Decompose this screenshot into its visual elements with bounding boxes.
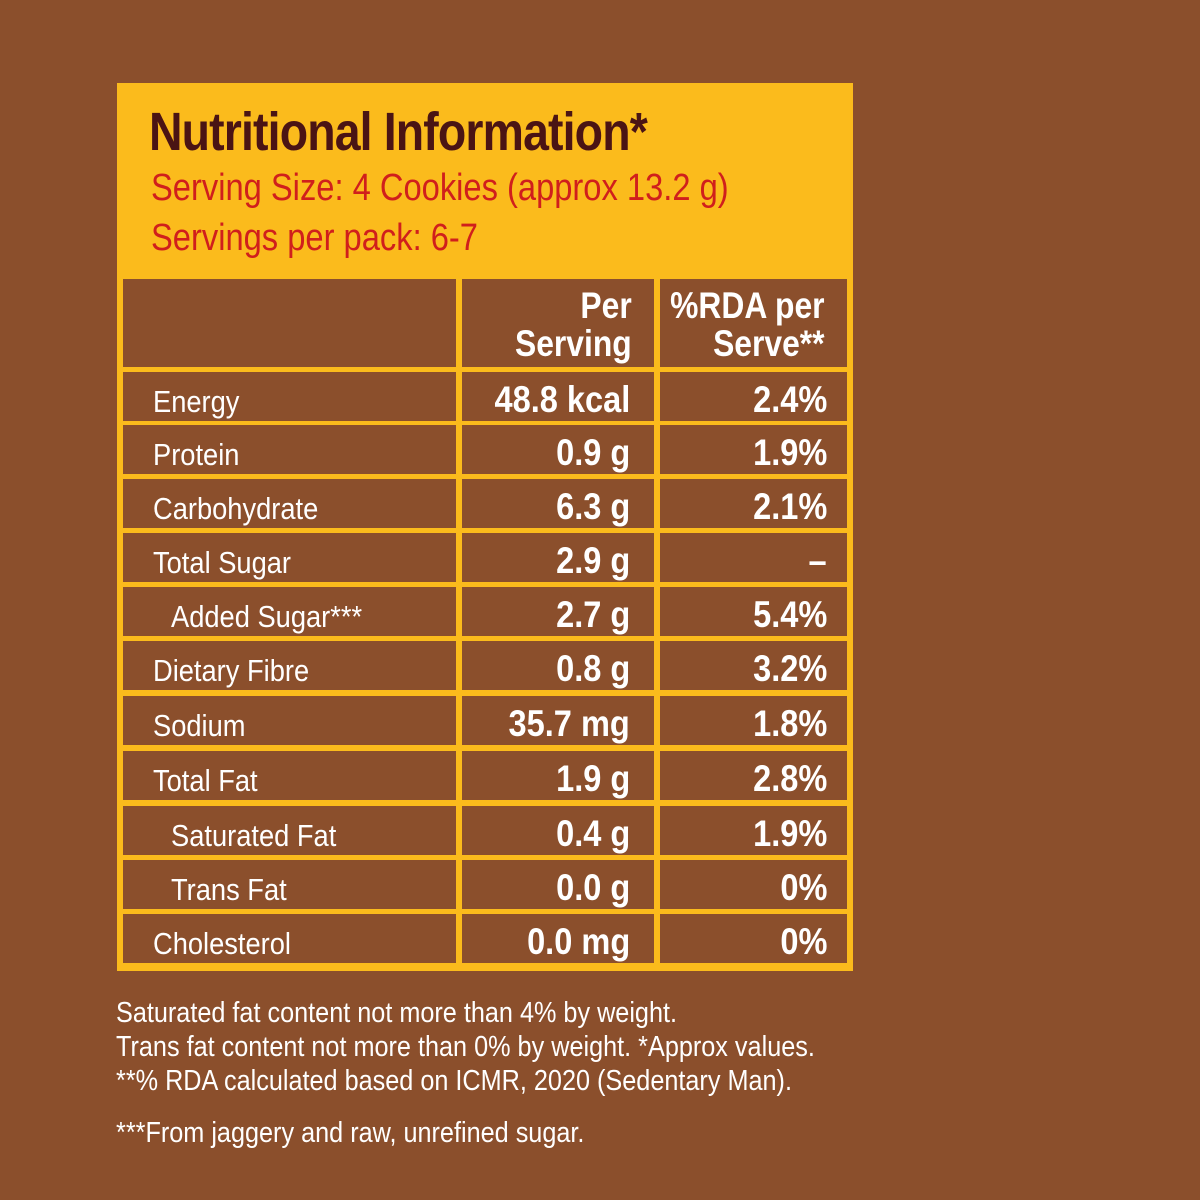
- table-row-value-cell: 0.8 g: [462, 641, 654, 690]
- per-serving-value: 0.9 g: [555, 432, 630, 473]
- table-row-value-cell: 0.4 g: [462, 806, 654, 855]
- per-serving-value: 6.3 g: [555, 486, 630, 527]
- table-row-rda-cell: 3.2%: [660, 641, 847, 690]
- rda-value: 1.9%: [752, 432, 827, 473]
- rda-value: 2.4%: [752, 379, 827, 420]
- nutrient-name: Sodium: [153, 708, 246, 743]
- panel-title: Nutritional Information*: [149, 102, 648, 162]
- rda-value: 1.8%: [752, 703, 827, 744]
- nutrient-name: Dietary Fibre: [153, 653, 310, 688]
- per-serving-value: 0.4 g: [555, 813, 630, 854]
- per-serving-value: 2.7 g: [555, 594, 630, 635]
- nutrient-name: Carbohydrate: [153, 491, 319, 526]
- table-row-name-cell: Trans Fat: [123, 860, 456, 909]
- column-header-rda: %RDA per Serve**: [670, 285, 825, 364]
- rda-value: 0%: [779, 921, 827, 962]
- per-serving-value: 0.0 g: [555, 867, 630, 908]
- nutrient-name: Added Sugar***: [171, 599, 363, 634]
- nutrient-name: Cholesterol: [153, 926, 291, 961]
- rda-value: 1.9%: [752, 813, 827, 854]
- footnote-line: Saturated fat content not more than 4% b…: [116, 997, 678, 1029]
- nutrient-name: Total Fat: [153, 763, 258, 798]
- footnote-gap: [116, 1098, 815, 1116]
- table-row-name-cell: Dietary Fibre: [123, 641, 456, 690]
- table-row-value-cell: 2.7 g: [462, 587, 654, 636]
- table-row-rda-cell: 2.8%: [660, 751, 847, 800]
- footnote-line: Trans fat content not more than 0% by we…: [116, 1031, 815, 1063]
- header-cell-per-serving: Per Serving: [462, 279, 654, 367]
- table-row-rda-cell: 5.4%: [660, 587, 847, 636]
- table-row-name-cell: Energy: [123, 372, 456, 421]
- rda-value: 3.2%: [752, 648, 827, 689]
- table-row-rda-cell: 0%: [660, 860, 847, 909]
- table-row-name-cell: Added Sugar***: [123, 587, 456, 636]
- table-row-name-cell: Saturated Fat: [123, 806, 456, 855]
- rda-value: 0%: [779, 867, 827, 908]
- nutrient-name: Total Sugar: [153, 545, 292, 580]
- nutrient-name: Protein: [153, 437, 240, 472]
- table-row-value-cell: 35.7 mg: [462, 696, 654, 745]
- nutrition-panel: Nutritional Information* Serving Size: 4…: [117, 83, 853, 971]
- table-row-value-cell: 0.9 g: [462, 425, 654, 474]
- per-serving-value: 1.9 g: [555, 758, 630, 799]
- rda-value: 2.1%: [752, 486, 827, 527]
- footnote-line: **% RDA calculated based on ICMR, 2020 (…: [116, 1065, 792, 1097]
- table-row-name-cell: Cholesterol: [123, 914, 456, 963]
- panel-header: Nutritional Information* Serving Size: 4…: [117, 83, 853, 273]
- table-row-value-cell: 0.0 mg: [462, 914, 654, 963]
- rda-value: –: [808, 540, 827, 581]
- table-row-rda-cell: 2.4%: [660, 372, 847, 421]
- nutrient-name: Trans Fat: [171, 872, 287, 907]
- header-cell-empty: [123, 279, 456, 367]
- serving-size: Serving Size: 4 Cookies (approx 13.2 g): [151, 167, 729, 209]
- footnotes: Saturated fat content not more than 4% b…: [116, 996, 815, 1150]
- per-serving-value: 0.8 g: [555, 648, 630, 689]
- table-row-value-cell: 0.0 g: [462, 860, 654, 909]
- servings-per-pack: Servings per pack: 6-7: [151, 217, 478, 259]
- header-cell-rda: %RDA per Serve**: [660, 279, 847, 367]
- table-row-rda-cell: 1.9%: [660, 425, 847, 474]
- table-row-value-cell: 6.3 g: [462, 479, 654, 528]
- nutrient-name: Saturated Fat: [171, 818, 337, 853]
- table-row-name-cell: Carbohydrate: [123, 479, 456, 528]
- rda-value: 2.8%: [752, 758, 827, 799]
- table-row-name-cell: Total Fat: [123, 751, 456, 800]
- table-row-rda-cell: 1.9%: [660, 806, 847, 855]
- per-serving-value: 2.9 g: [555, 540, 630, 581]
- footnote-line: ***From jaggery and raw, unrefined sugar…: [116, 1117, 585, 1149]
- table-row-value-cell: 1.9 g: [462, 751, 654, 800]
- nutrient-name: Energy: [153, 384, 240, 419]
- per-serving-value: 0.0 mg: [526, 921, 630, 962]
- per-serving-value: 48.8 kcal: [494, 379, 630, 420]
- per-serving-value: 35.7 mg: [508, 703, 630, 744]
- table-row-rda-cell: 1.8%: [660, 696, 847, 745]
- table-row-name-cell: Protein: [123, 425, 456, 474]
- table-row-rda-cell: 2.1%: [660, 479, 847, 528]
- column-header-per-serving: Per Serving: [515, 285, 632, 364]
- table-row-name-cell: Total Sugar: [123, 533, 456, 582]
- nutrition-table: Per Serving %RDA per Serve** Energy 48.8 kc…: [117, 273, 853, 971]
- rda-value: 5.4%: [752, 594, 827, 635]
- table-row-value-cell: 48.8 kcal: [462, 372, 654, 421]
- table-row-rda-cell: 0%: [660, 914, 847, 963]
- table-row-rda-cell: –: [660, 533, 847, 582]
- table-row-name-cell: Sodium: [123, 696, 456, 745]
- table-row-value-cell: 2.9 g: [462, 533, 654, 582]
